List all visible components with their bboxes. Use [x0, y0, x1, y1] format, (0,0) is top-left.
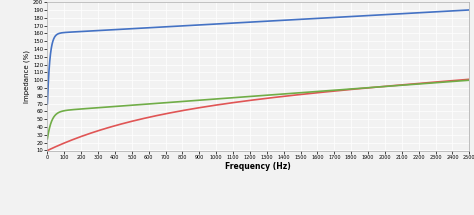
- Z(254550679) - Phase A: [143, 117, 148, 119]
- Z(254550679) - Phase A: [45, 149, 50, 152]
- Z(865389724) - Phase A: [203, 23, 209, 26]
- Z(865389724) - Phase A: [234, 22, 239, 24]
- Z(916877986) - Phase A: [145, 103, 150, 105]
- Z(916877986) - Phase A: [45, 138, 50, 140]
- X-axis label: Frequency (Hz): Frequency (Hz): [226, 163, 291, 171]
- Line: Z(865389724) - Phase A: Z(865389724) - Phase A: [47, 10, 469, 104]
- Z(254550679) - Phase A: [203, 105, 209, 108]
- Z(916877986) - Phase A: [463, 79, 469, 82]
- Z(865389724) - Phase A: [143, 27, 148, 29]
- Z(865389724) - Phase A: [463, 9, 469, 11]
- Z(865389724) - Phase A: [466, 9, 472, 11]
- Z(254550679) - Phase A: [466, 78, 472, 81]
- Z(916877986) - Phase A: [203, 98, 209, 101]
- Z(865389724) - Phase A: [145, 26, 150, 29]
- Z(254550679) - Phase A: [145, 116, 150, 119]
- Z(254550679) - Phase A: [463, 78, 469, 81]
- Z(254550679) - Phase A: [234, 101, 239, 103]
- Line: Z(254550679) - Phase A: Z(254550679) - Phase A: [47, 79, 469, 150]
- Line: Z(916877986) - Phase A: Z(916877986) - Phase A: [47, 80, 469, 139]
- Z(916877986) - Phase A: [147, 103, 153, 105]
- Z(865389724) - Phase A: [45, 102, 50, 105]
- Z(916877986) - Phase A: [143, 103, 148, 106]
- Z(916877986) - Phase A: [466, 79, 472, 81]
- Z(254550679) - Phase A: [147, 116, 153, 118]
- Z(865389724) - Phase A: [147, 26, 153, 29]
- Z(916877986) - Phase A: [234, 96, 239, 99]
- Y-axis label: Impedance (%): Impedance (%): [24, 50, 30, 103]
